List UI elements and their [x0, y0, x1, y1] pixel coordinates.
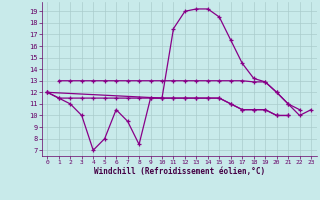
X-axis label: Windchill (Refroidissement éolien,°C): Windchill (Refroidissement éolien,°C) [94, 167, 265, 176]
